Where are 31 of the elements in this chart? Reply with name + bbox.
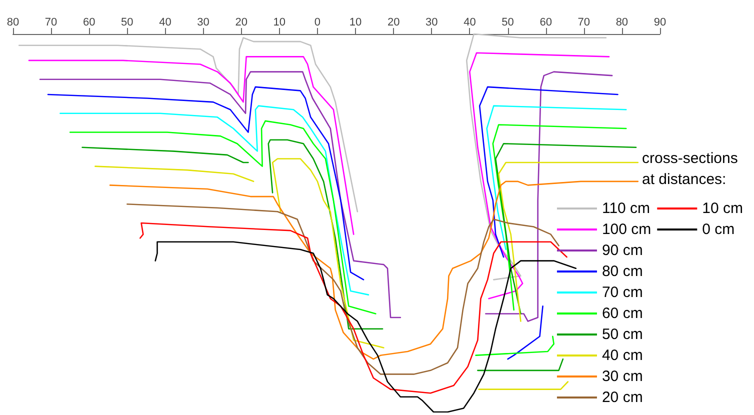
legend-label: 70 cm [602,284,643,301]
x-tick-label: 60 [540,16,552,28]
x-tick-label: 70 [44,16,58,28]
x-tick-label: 90 [654,16,666,28]
x-tick-label: 60 [82,16,96,28]
legend-label: 0 cm [702,221,735,238]
x-tick-label: 50 [121,16,134,28]
x-tick-label: 10 [273,16,286,28]
x-tick-label: 30 [426,16,438,28]
legend-label: 30 cm [602,368,643,385]
legend-label: 90 cm [602,242,643,259]
x-tick-label: 30 [197,16,210,28]
x-tick-label: 40 [464,16,476,28]
x-tick-label: 80 [616,16,628,28]
legend-label: 20 cm [602,389,643,406]
legend-label: 40 cm [602,347,643,364]
legend-label: 110 cm [602,200,650,217]
legend-title: cross-sections at distances: [642,150,742,188]
x-tick-label: 70 [578,16,590,28]
x-tick-label: 20 [235,16,248,28]
x-tick-label: 10 [349,16,362,28]
x-tick-label: 80 [6,16,20,28]
x-tick-label: 20 [387,16,400,28]
legend-label: 60 cm [602,305,643,322]
x-tick-label: 50 [502,16,514,28]
legend-label: 80 cm [602,263,643,280]
legend-label: 10 cm [702,200,744,217]
x-tick-label: 40 [159,16,172,28]
x-tick-label: 0 [314,16,321,28]
legend-label: 50 cm [602,326,643,343]
legend-label: 100 cm [602,221,652,238]
